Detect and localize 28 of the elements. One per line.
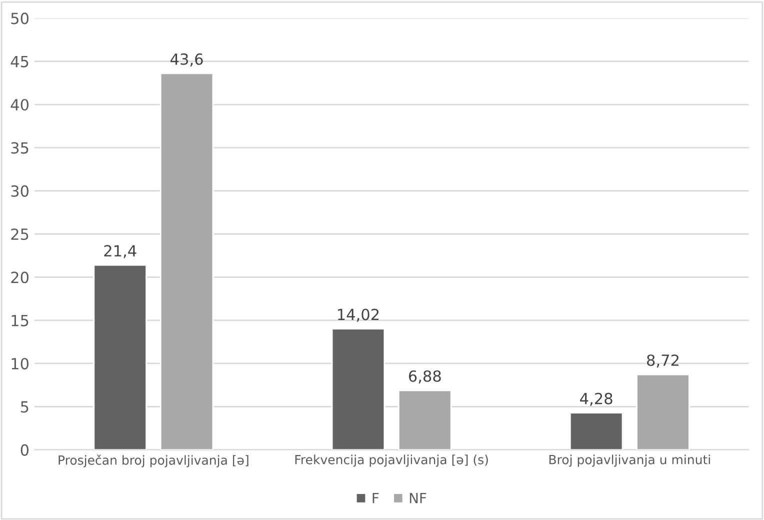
data-label: 4,28 [580,392,612,406]
y-tick-label: 15 [12,314,28,326]
bar [93,264,147,450]
y-tick-label: 20 [11,272,29,284]
bar [569,412,624,450]
y-tick-label: 5 [20,401,28,413]
bar [398,390,452,450]
x-tick-label: Prosječan broj pojavljivanja [ə] [58,454,248,468]
bar [160,72,214,450]
y-tick-label: 45 [10,56,28,68]
data-label: 21,4 [104,245,136,258]
x-tick-label: Frekvencija pojavljivanja [ə] (s) [295,454,488,467]
bar [636,374,690,450]
y-tick-label: 10 [12,358,29,370]
data-label: 6,88 [408,370,441,384]
bar [331,328,386,450]
y-tick-label: 0 [20,444,29,456]
y-tick-label: 40 [10,98,29,111]
y-tick-label: 35 [11,142,28,154]
y-tick-label: 25 [11,228,28,240]
data-label: 43,6 [170,53,203,66]
data-label: 8,72 [647,354,678,368]
legend-label: NF [410,492,426,504]
x-tick-label: Broj pojavljivanja u minuti [549,454,710,467]
data-label: 14,02 [338,308,379,322]
y-tick-label: 50 [11,12,29,24]
legend-label: F [372,492,379,504]
y-tick-label: 30 [11,185,29,197]
